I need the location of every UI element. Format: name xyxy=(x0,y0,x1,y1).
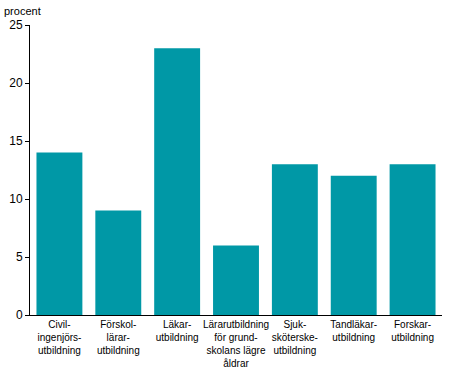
svg-text:Tandläkar-utbildning: Tandläkar-utbildning xyxy=(330,319,377,343)
svg-text:20: 20 xyxy=(9,76,23,90)
svg-text:15: 15 xyxy=(9,134,23,148)
svg-text:Sjuk-sköterske-utbildning: Sjuk-sköterske-utbildning xyxy=(272,319,318,356)
svg-text:Forskar-utbildning: Forskar-utbildning xyxy=(391,319,434,343)
svg-text:25: 25 xyxy=(9,18,23,32)
svg-text:0: 0 xyxy=(16,308,23,322)
svg-text:10: 10 xyxy=(9,192,23,206)
svg-text:Lärarutbildningför grund-skola: Lärarutbildningför grund-skolans lägreål… xyxy=(203,319,269,369)
svg-text:procent: procent xyxy=(4,5,41,17)
svg-text:Förskol-lärar-utbildning: Förskol-lärar-utbildning xyxy=(97,319,140,356)
svg-text:5: 5 xyxy=(16,250,23,264)
svg-text:Läkar-utbildning: Läkar-utbildning xyxy=(156,319,199,343)
svg-text:Civil-ingenjörs-utbildning: Civil-ingenjörs-utbildning xyxy=(37,319,81,356)
